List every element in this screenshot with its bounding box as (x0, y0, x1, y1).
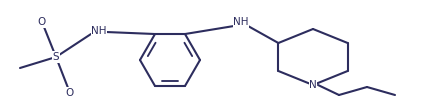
Text: S: S (53, 52, 60, 62)
Text: NH: NH (91, 26, 107, 36)
Text: O: O (38, 17, 46, 27)
Text: NH: NH (233, 17, 249, 27)
Text: O: O (66, 88, 74, 98)
Text: N: N (309, 80, 317, 90)
